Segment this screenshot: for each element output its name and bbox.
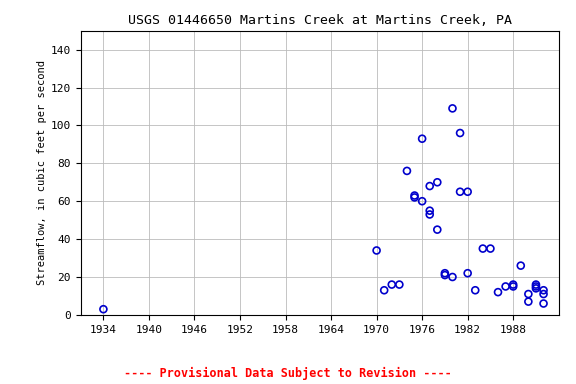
Point [509, 283, 518, 290]
Point [433, 227, 442, 233]
Point [539, 300, 548, 306]
Point [501, 283, 510, 290]
Point [425, 212, 434, 218]
Point [524, 298, 533, 305]
Point [418, 136, 427, 142]
Point [516, 263, 525, 269]
Point [456, 189, 465, 195]
Text: ---- Provisional Data Subject to Revision ----: ---- Provisional Data Subject to Revisio… [124, 367, 452, 380]
Point [99, 306, 108, 312]
Point [524, 291, 533, 297]
Point [539, 287, 548, 293]
Point [372, 247, 381, 253]
Point [387, 281, 396, 288]
Point [478, 245, 487, 252]
Point [425, 183, 434, 189]
Point [440, 272, 449, 278]
Point [494, 289, 503, 295]
Title: USGS 01446650 Martins Creek at Martins Creek, PA: USGS 01446650 Martins Creek at Martins C… [128, 14, 511, 27]
Point [403, 168, 412, 174]
Point [531, 281, 540, 288]
Point [433, 179, 442, 185]
Point [425, 208, 434, 214]
Point [395, 281, 404, 288]
Point [410, 192, 419, 199]
Point [418, 198, 427, 204]
Point [448, 105, 457, 111]
Point [463, 270, 472, 276]
Point [456, 130, 465, 136]
Y-axis label: Streamflow, in cubic feet per second: Streamflow, in cubic feet per second [36, 60, 47, 285]
Point [531, 283, 540, 290]
Point [471, 287, 480, 293]
Point [486, 245, 495, 252]
Point [531, 285, 540, 291]
Point [539, 291, 548, 297]
Point [440, 270, 449, 276]
Point [380, 287, 389, 293]
Point [410, 194, 419, 200]
Point [509, 281, 518, 288]
Point [463, 189, 472, 195]
Point [448, 274, 457, 280]
